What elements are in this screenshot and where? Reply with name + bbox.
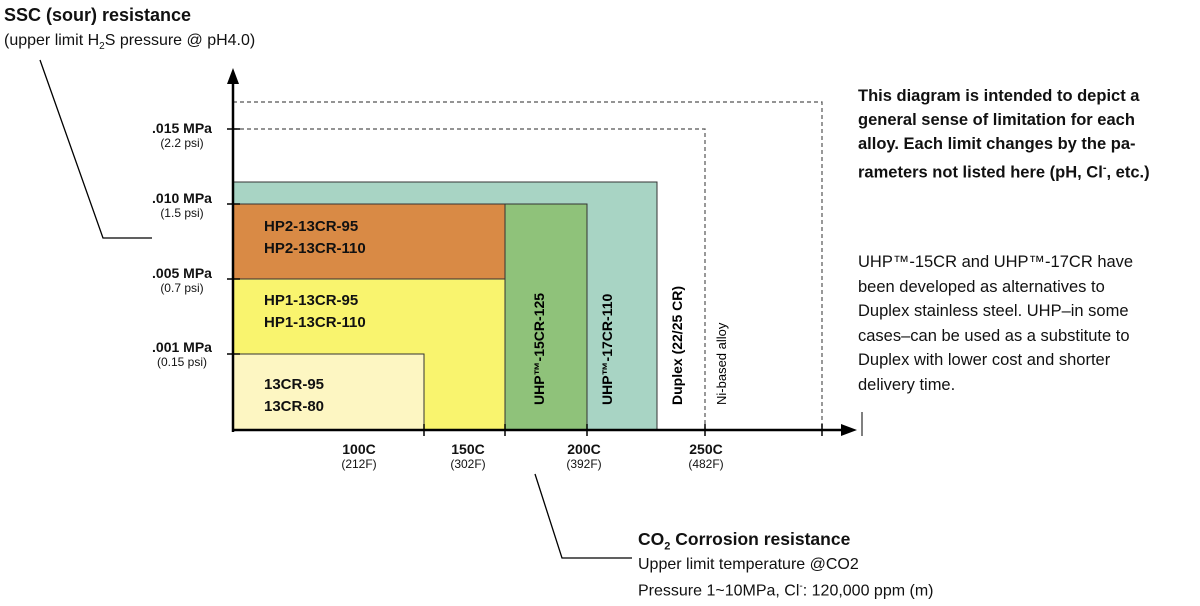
region-label-line: 13CR-80 bbox=[264, 398, 325, 415]
x-tick-label-150: 150C (302F) bbox=[428, 441, 508, 471]
disclaimer-line: rameters not listed here (pH, Cl-, etc.) bbox=[858, 156, 1150, 185]
x-title-callout-line bbox=[534, 473, 632, 559]
y-axis-subtitle-sub: 2 bbox=[99, 41, 105, 53]
y-tick-label-015: .015 MPa (2.2 psi) bbox=[140, 120, 224, 150]
region-label-line: 13CR-95 bbox=[264, 376, 325, 393]
x-axis-title-sub: 2 bbox=[664, 540, 671, 553]
x-tick-label-100: 100C (212F) bbox=[319, 441, 399, 471]
x-tick-value: 200C bbox=[567, 441, 601, 457]
y-tick-value: .015 MPa bbox=[152, 120, 212, 136]
region-label-line: HP1-13CR-110 bbox=[264, 314, 366, 331]
x-axis-title: CO2 Corrosion resistance bbox=[638, 529, 850, 553]
uhp-note-line: cases–can be used as a substitute to bbox=[858, 326, 1130, 345]
x-axis-subtitle-2-pre: Pressure 1~10MPa, Cl bbox=[638, 582, 800, 600]
x-tick-value: 100C bbox=[342, 441, 376, 457]
x-tick-fahrenheit: (392F) bbox=[566, 457, 602, 471]
disclaimer-line: alloy. Each limit changes by the pa- bbox=[858, 135, 1136, 153]
disclaimer-line: general sense of limitation for each bbox=[858, 111, 1135, 129]
uhp-note: UHP™-15CR and UHP™-17CR have been develo… bbox=[858, 250, 1133, 397]
uhp-note-line: Duplex with lower cost and shorter bbox=[858, 351, 1111, 369]
disclaimer-note: This diagram is intended to depict a gen… bbox=[858, 84, 1150, 185]
y-axis-subtitle-pre: (upper limit H bbox=[4, 32, 100, 49]
region-nibased-label: Ni-based alloy bbox=[714, 322, 729, 405]
region-label-line: HP2-13CR-110 bbox=[264, 240, 366, 257]
uhp-note-line: been developed as alternatives to bbox=[858, 277, 1105, 296]
region-uhp15-label: UHP™-15CR-125 bbox=[531, 293, 547, 405]
y-axis-subtitle: (upper limit H2S pressure @ pH4.0) bbox=[4, 32, 255, 52]
x-axis-subtitle-2-post: : 120,000 ppm (m) bbox=[802, 582, 934, 600]
y-tick-psi: (2.2 psi) bbox=[160, 136, 204, 150]
x-tick-label-250: 250C (482F) bbox=[666, 441, 746, 471]
x-axis-arrow bbox=[841, 424, 857, 436]
disclaimer-line4-sup: - bbox=[1102, 162, 1107, 174]
disclaimer-line4-post: , etc.) bbox=[1106, 163, 1150, 182]
x-axis-subtitle-2-sup: - bbox=[799, 581, 803, 592]
region-13cr bbox=[232, 353, 425, 431]
region-label-line: HP1-13CR-95 bbox=[264, 292, 359, 309]
y-axis-subtitle-post: S pressure @ pH4.0) bbox=[104, 32, 256, 49]
y-tick-value: .010 MPa bbox=[152, 190, 212, 206]
x-tick-value: 150C bbox=[451, 441, 485, 457]
x-axis-subtitle-2: Pressure 1~10MPa, Cl-: 120,000 ppm (m) bbox=[638, 581, 933, 600]
ni-based-limit-line bbox=[233, 101, 823, 430]
region-13cr-label: 13CR-95 13CR-80 bbox=[264, 374, 324, 418]
region-label-line: HP2-13CR-95 bbox=[264, 218, 359, 235]
y-axis-arrow bbox=[227, 68, 239, 84]
x-tick-label-200: 200C (392F) bbox=[544, 441, 624, 471]
x-tick-fahrenheit: (302F) bbox=[450, 457, 486, 471]
disclaimer-line4-pre: rameters not listed here (pH, Cl bbox=[858, 163, 1103, 182]
region-uhp17-label: UHP™-17CR-110 bbox=[599, 294, 615, 405]
y-tick-label-010: .010 MPa (1.5 psi) bbox=[140, 190, 224, 220]
region-duplex-label: Duplex (22/25 CR) bbox=[669, 286, 685, 405]
disclaimer-line: This diagram is intended to depict a bbox=[858, 87, 1140, 105]
uhp-note-line: delivery time. bbox=[858, 375, 956, 394]
region-hp1-label: HP1-13CR-95 HP1-13CR-110 bbox=[264, 290, 366, 334]
x-axis-subtitle-1: Upper limit temperature @CO2 bbox=[638, 556, 859, 573]
x-tick-fahrenheit: (212F) bbox=[341, 457, 377, 471]
x-tick-value: 250C bbox=[689, 441, 723, 457]
y-tick-value: .001 MPa bbox=[152, 339, 212, 355]
y-axis-title: SSC (sour) resistance bbox=[4, 5, 192, 25]
y-title-callout-line bbox=[39, 59, 152, 239]
y-tick-psi: (0.7 psi) bbox=[160, 281, 204, 295]
y-tick-label-001: .001 MPa (0.15 psi) bbox=[140, 339, 224, 369]
y-tick-label-005: .005 MPa (0.7 psi) bbox=[140, 265, 224, 295]
region-hp2-label: HP2-13CR-95 HP2-13CR-110 bbox=[264, 216, 366, 260]
x-tick-fahrenheit: (482F) bbox=[688, 457, 724, 471]
uhp-note-line: UHP™-15CR and UHP™-17CR have bbox=[858, 253, 1134, 271]
y-tick-psi: (1.5 psi) bbox=[160, 206, 204, 220]
y-tick-value: .005 MPa bbox=[152, 265, 212, 281]
duplex-limit-line bbox=[233, 128, 706, 430]
x-axis-title-pre: CO bbox=[638, 529, 665, 549]
y-tick-psi: (0.15 psi) bbox=[156, 355, 208, 369]
x-axis-title-post: Corrosion resistance bbox=[670, 529, 851, 549]
uhp-note-line: Duplex stainless steel. UHP–in some bbox=[858, 302, 1129, 320]
